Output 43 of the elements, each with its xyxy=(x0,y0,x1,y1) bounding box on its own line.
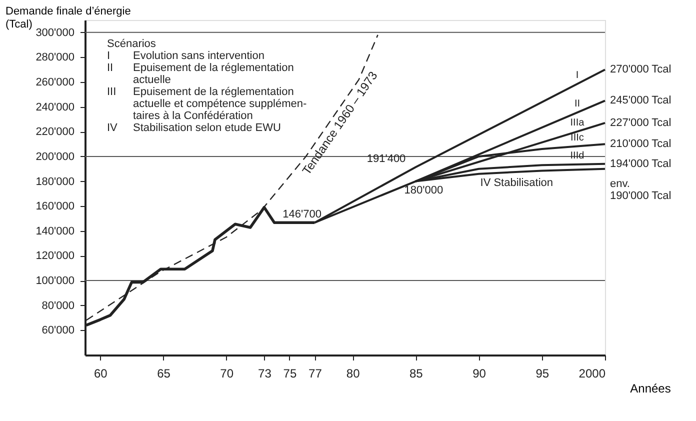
y-tick-label: 280'000 xyxy=(36,52,74,64)
x-tick-label: 70 xyxy=(220,366,234,380)
y-tick-label: 180'000 xyxy=(36,176,74,188)
x-tick-label: 77 xyxy=(308,366,322,380)
annotation: 146'700 xyxy=(282,208,322,221)
x-tick-label: 80 xyxy=(346,366,360,380)
series-label: IIIc xyxy=(570,132,584,144)
y-tick-label: 100'000 xyxy=(36,275,74,288)
y-tick-label: 80'000 xyxy=(42,300,74,312)
text: IV Stabilisation selon etude EWU xyxy=(107,122,281,134)
series-label: IIIa xyxy=(570,118,585,129)
y-tick-label: 120'000 xyxy=(36,250,74,262)
y-tick-label: 60'000 xyxy=(42,324,74,337)
annotation: 210'000 Tcal xyxy=(610,138,672,150)
annotation: 245'000 Tcal xyxy=(610,94,672,107)
annotation: 227'000 Tcal xyxy=(610,116,672,129)
series-label: IV Stabilisation xyxy=(480,176,554,189)
text: II Epuisement de la réglementation actuelle xyxy=(107,62,294,86)
annotation: env. 190'000 Tcal xyxy=(610,178,672,202)
annotation: 194'000 Tcal xyxy=(610,158,672,170)
x-tick-label: 73 xyxy=(258,366,272,380)
y-tick-label: 240'000 xyxy=(36,101,74,114)
y-tick-label: 220'000 xyxy=(36,126,74,138)
x-tick-label: 90 xyxy=(472,366,486,380)
annotation: Scénarios xyxy=(107,38,156,50)
x-tick-label: 65 xyxy=(157,366,171,380)
x-tick-label: 85 xyxy=(410,366,424,380)
x-tick-label: 2000 xyxy=(578,366,606,380)
x-tick-label: 60 xyxy=(94,366,108,380)
y-tick-label: 160'000 xyxy=(36,200,74,213)
annotation: 270'000 Tcal xyxy=(610,64,672,76)
y-tick-label: 200'000 xyxy=(36,150,74,163)
text: I Evolution sans intervention xyxy=(107,50,264,62)
x-axis-title: Années xyxy=(630,382,671,396)
annotation: 180'000 xyxy=(404,184,444,196)
x-tick-label: 75 xyxy=(283,366,297,380)
y-tick-label: 300'000 xyxy=(36,26,74,39)
y-tick-label: 140'000 xyxy=(36,225,74,238)
x-tick-label: 95 xyxy=(536,366,550,380)
y-tick-label: 260'000 xyxy=(36,76,74,89)
text: III Epuisement de la réglementation actuelle et compétence supplémen- taires à la Confédération xyxy=(107,86,307,122)
series-label: I xyxy=(576,70,579,81)
series-label: II xyxy=(574,98,580,110)
